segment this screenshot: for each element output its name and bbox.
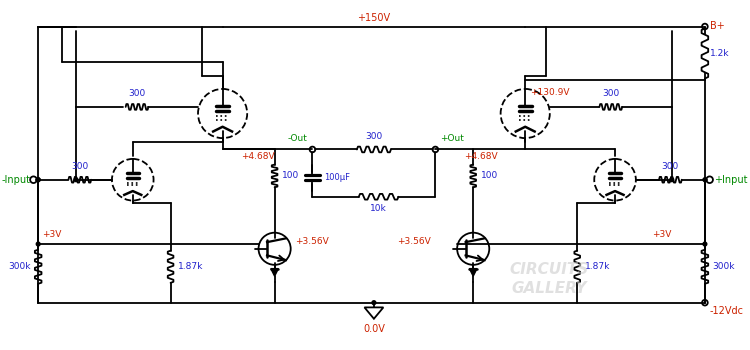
- Text: 300: 300: [128, 89, 146, 98]
- Text: +Input: +Input: [714, 175, 748, 185]
- Text: 100μF: 100μF: [324, 173, 350, 182]
- Text: +150V: +150V: [357, 13, 391, 23]
- Text: 300: 300: [365, 132, 382, 141]
- Text: +3V: +3V: [42, 230, 62, 239]
- Circle shape: [703, 178, 706, 182]
- Text: -Input: -Input: [2, 175, 31, 185]
- Circle shape: [702, 300, 708, 306]
- Circle shape: [310, 147, 315, 152]
- Text: 0.0V: 0.0V: [363, 324, 385, 334]
- Text: 300: 300: [662, 162, 679, 171]
- Circle shape: [74, 178, 78, 182]
- Circle shape: [36, 242, 40, 246]
- Text: +3.56V: +3.56V: [398, 237, 431, 246]
- Text: +4.68V: +4.68V: [464, 152, 497, 161]
- Circle shape: [36, 178, 40, 182]
- Circle shape: [670, 178, 674, 182]
- Text: +Out: +Out: [440, 134, 464, 143]
- Text: 300k: 300k: [712, 262, 735, 271]
- Text: 100: 100: [481, 172, 498, 181]
- Circle shape: [36, 178, 40, 182]
- Text: 1.87k: 1.87k: [585, 262, 610, 271]
- Text: 1.87k: 1.87k: [178, 262, 203, 271]
- Text: CIRCUITS
GALLERY: CIRCUITS GALLERY: [509, 262, 589, 296]
- Circle shape: [706, 176, 713, 183]
- Circle shape: [30, 176, 37, 183]
- Text: 100: 100: [282, 172, 299, 181]
- Circle shape: [372, 301, 376, 304]
- Circle shape: [433, 147, 438, 152]
- Circle shape: [702, 24, 708, 29]
- Text: B+: B+: [710, 21, 724, 30]
- Circle shape: [703, 242, 706, 246]
- Text: +130.9V: +130.9V: [530, 88, 569, 97]
- Text: -12Vdc: -12Vdc: [710, 306, 743, 315]
- Text: +3V: +3V: [652, 230, 672, 239]
- Polygon shape: [271, 268, 278, 276]
- Text: 10k: 10k: [370, 204, 387, 213]
- Text: +4.68V: +4.68V: [242, 152, 275, 161]
- Text: -Out: -Out: [288, 134, 308, 143]
- Text: 1.2k: 1.2k: [710, 49, 729, 58]
- Text: 300: 300: [71, 162, 88, 171]
- Polygon shape: [470, 268, 477, 276]
- Text: 300k: 300k: [8, 262, 31, 271]
- Text: 300: 300: [602, 89, 619, 98]
- Text: +3.56V: +3.56V: [296, 237, 329, 246]
